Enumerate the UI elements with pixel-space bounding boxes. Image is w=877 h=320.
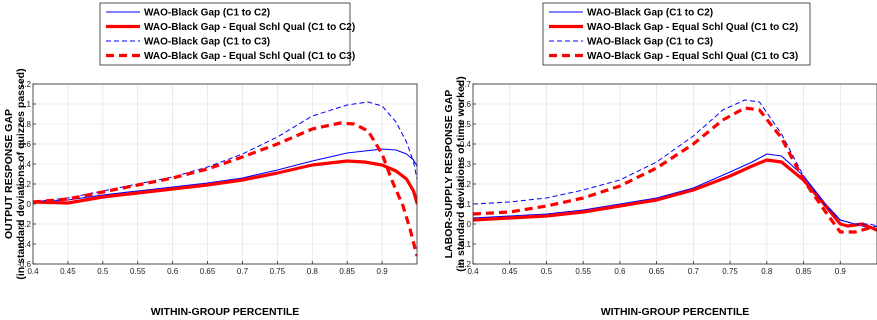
legend-label-1: WAO-Black Gap (C1 to C2) bbox=[144, 8, 270, 19]
legend-box bbox=[99, 2, 351, 66]
y-tick-label: 0.6 bbox=[20, 140, 32, 149]
x-tick-label: 0.55 bbox=[130, 267, 146, 276]
x-tick-label: 0.7 bbox=[688, 267, 700, 276]
y-axis-label-units: (in standard deviations of time worked) bbox=[455, 76, 467, 271]
y-tick-label: -0.2 bbox=[457, 260, 471, 269]
x-tick-label: 0.4 bbox=[27, 267, 39, 276]
legend-box bbox=[542, 2, 811, 66]
x-tick-label: 0.65 bbox=[649, 267, 665, 276]
x-tick-label: 0.75 bbox=[270, 267, 286, 276]
x-tick-label: 0.7 bbox=[237, 267, 249, 276]
legend-label-4: WAO-Black Gap - Equal Schl Qual (C1 to C… bbox=[587, 51, 798, 62]
y-tick-label: 0.2 bbox=[460, 180, 472, 189]
x-tick-label: 0.85 bbox=[796, 267, 812, 276]
y-tick-label: 1 bbox=[27, 100, 32, 109]
x-tick-label: 0.6 bbox=[167, 267, 179, 276]
y-tick-label: 0 bbox=[27, 200, 32, 209]
x-tick-label: 0.55 bbox=[575, 267, 591, 276]
y-tick-label: -0.1 bbox=[457, 240, 471, 249]
series-line-1 bbox=[473, 153, 877, 229]
y-tick-label: 0.5 bbox=[460, 120, 472, 129]
y-tick-label: 0 bbox=[467, 220, 472, 229]
legend: WAO-Black Gap (C1 to C2) WAO-Black Gap - … bbox=[542, 2, 811, 66]
x-tick-label: 0.6 bbox=[614, 267, 626, 276]
x-tick-label: 0.4 bbox=[467, 267, 479, 276]
x-axis-label: WITHIN-GROUP PERCENTILE bbox=[151, 306, 300, 318]
legend: WAO-Black Gap (C1 to C2) WAO-Black Gap - … bbox=[99, 2, 355, 66]
x-axis-label: WITHIN-GROUP PERCENTILE bbox=[601, 306, 750, 318]
legend-label-3: WAO-Black Gap (C1 to C3) bbox=[587, 37, 713, 48]
plot-frame bbox=[32, 83, 418, 265]
y-axis-label: LABOR-SUPPLY RESPONSE GAP bbox=[443, 90, 455, 259]
legend-label-4: WAO-Black Gap - Equal Schl Qual (C1 to C… bbox=[144, 51, 355, 62]
x-tick-label: 0.75 bbox=[722, 267, 738, 276]
y-tick-label: -0.4 bbox=[17, 240, 31, 249]
x-tick-label: 0.9 bbox=[835, 267, 847, 276]
x-tick-label: 0.45 bbox=[60, 267, 76, 276]
x-tick-label: 0.8 bbox=[307, 267, 319, 276]
y-tick-label: 0.3 bbox=[460, 160, 472, 169]
y-tick-label: 0.7 bbox=[460, 80, 472, 89]
y-tick-label: 0.4 bbox=[20, 160, 32, 169]
legend-label-3: WAO-Black Gap (C1 to C3) bbox=[144, 37, 270, 48]
y-tick-label: 0.8 bbox=[20, 120, 32, 129]
x-tick-label: 0.85 bbox=[339, 267, 355, 276]
series-line-2 bbox=[33, 159, 417, 205]
x-tick-label: 0.45 bbox=[502, 267, 518, 276]
series-line-3 bbox=[473, 99, 877, 227]
plot-frame bbox=[472, 83, 877, 265]
y-axis-label: OUTPUT RESPONSE GAP bbox=[3, 109, 15, 239]
y-tick-label: 0.2 bbox=[20, 180, 32, 189]
y-tick-label: 0.4 bbox=[460, 140, 472, 149]
series-line-4 bbox=[473, 106, 877, 234]
x-tick-label: 0.65 bbox=[200, 267, 216, 276]
legend-label-2: WAO-Black Gap - Equal Schl Qual (C1 to C… bbox=[587, 22, 798, 33]
x-tick-label: 0.8 bbox=[761, 267, 773, 276]
x-tick-label: 0.5 bbox=[97, 267, 109, 276]
y-tick-label: -0.2 bbox=[17, 220, 31, 229]
y-tick-label: 1.2 bbox=[20, 80, 32, 89]
chart-panel-2: 0.4 0.45 0.5 0.55 0.6 0.65 0.7 0.75 0.8 0.85 0.9 -0… bbox=[443, 2, 877, 318]
x-tick-label: 0.9 bbox=[377, 267, 389, 276]
x-tick-label: 0.5 bbox=[541, 267, 553, 276]
legend-label-2: WAO-Black Gap - Equal Schl Qual (C1 to C… bbox=[144, 22, 355, 33]
series-line-1 bbox=[33, 148, 417, 203]
y-axis-label-units: (in standard deviations of quizzes passe… bbox=[15, 68, 27, 279]
series-line-2 bbox=[473, 158, 877, 232]
series-line-3 bbox=[33, 101, 417, 203]
y-tick-label: -0.6 bbox=[17, 260, 31, 269]
legend-label-1: WAO-Black Gap (C1 to C2) bbox=[587, 8, 713, 19]
series-line-4 bbox=[33, 121, 417, 257]
chart-panel-1: 0.4 0.45 0.5 0.55 0.6 0.65 0.7 0.75 0.8 0.85 0.9 -0… bbox=[3, 2, 418, 318]
y-tick-label: 0.6 bbox=[460, 100, 472, 109]
y-tick-label: 0.1 bbox=[460, 200, 472, 209]
